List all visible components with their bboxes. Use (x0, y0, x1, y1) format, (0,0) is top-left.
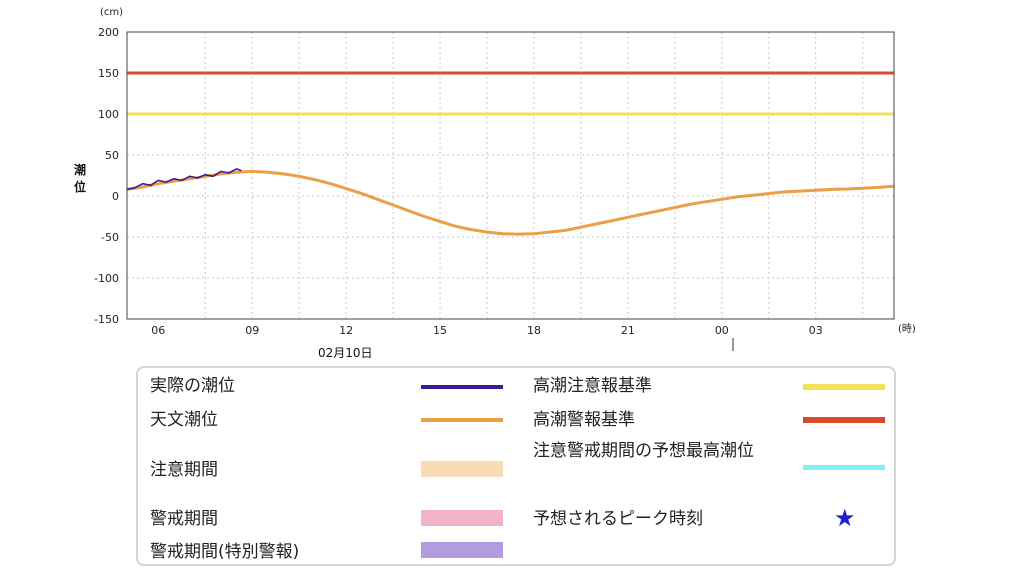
legend-swatch-advisory-threshold (803, 384, 885, 390)
legend-label-caution-period: 注意期間 (150, 460, 218, 480)
y-tick-label: 100 (98, 108, 119, 121)
y-unit-label: (cm) (100, 7, 123, 18)
legend-swatch-special-warning-period (421, 542, 503, 558)
legend-swatch-actual-tide (421, 385, 503, 389)
legend-swatch-astronomical-tide (421, 418, 503, 422)
x-tick-label: 09 (245, 324, 259, 337)
y-tick-label: 150 (98, 67, 119, 80)
legend-swatch-warning-threshold (803, 417, 885, 423)
threshold-lines (127, 71, 894, 116)
legend-swatch-warning-period (421, 510, 503, 526)
x-tick-label: 06 (151, 324, 165, 337)
tide-chart: -150 -100 -50 0 50 100 150 200 06 09 12 15 18 21 00 03… (74, 7, 916, 360)
grid-lines (127, 31, 894, 320)
y-axis-title: 潮 位 (74, 162, 86, 194)
y-axis-title-char-2: 位 (74, 179, 86, 194)
astronomical-tide-line (126, 169, 895, 236)
x-tick-label: 00 (715, 324, 729, 337)
x-tick-label: 15 (433, 324, 447, 337)
legend-label-warning-period: 警戒期間 (150, 509, 218, 529)
x-unit-label: (時) (898, 323, 916, 335)
x-tick-label: 12 (339, 324, 353, 337)
legend-box: 実際の潮位 天文潮位 注意期間 警戒期間 警戒期間(特別警報) 高潮注意報基準 … (136, 366, 896, 566)
y-axis-title-char-1: 潮 (74, 162, 86, 177)
star-icon: ★ (834, 504, 856, 532)
y-tick-label: -150 (94, 313, 119, 326)
y-tick-label: 0 (112, 190, 119, 203)
x-tick-label: 18 (527, 324, 541, 337)
legend-label-warning-threshold: 高潮警報基準 (533, 410, 635, 430)
legend-label-predicted-max-tide: 注意警戒期間の予想最高潮位 (533, 441, 754, 461)
plot-frame (126, 31, 895, 320)
x-tick-label: 21 (621, 324, 635, 337)
y-tick-label: -100 (94, 272, 119, 285)
x-axis-ticks: 06 09 12 15 18 21 00 03 (151, 324, 822, 337)
legend-swatch-predicted-max-tide (803, 465, 885, 470)
x-tick-label: 03 (809, 324, 823, 337)
y-axis-ticks: -150 -100 -50 0 50 100 150 200 (94, 26, 119, 326)
legend-label-actual-tide: 実際の潮位 (150, 376, 235, 396)
legend-swatch-caution-period (421, 461, 503, 477)
y-tick-label: 200 (98, 26, 119, 39)
actual-tide-line (126, 168, 242, 191)
legend-label-astronomical-tide: 天文潮位 (150, 410, 218, 430)
y-tick-label: -50 (101, 231, 119, 244)
legend-label-advisory-threshold: 高潮注意報基準 (533, 376, 652, 396)
legend-label-special-warning-period: 警戒期間(特別警報) (150, 542, 300, 562)
y-tick-label: 50 (105, 149, 119, 162)
series-lines (126, 168, 895, 236)
legend-label-peak-time: 予想されるピーク時刻 (533, 509, 703, 529)
date-label: 02月10日 (318, 346, 373, 360)
